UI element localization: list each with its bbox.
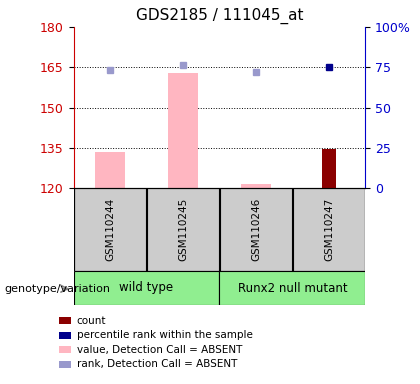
Bar — [220, 271, 365, 305]
Bar — [322, 149, 336, 188]
Text: rank, Detection Call = ABSENT: rank, Detection Call = ABSENT — [77, 359, 237, 369]
Bar — [220, 188, 292, 271]
Bar — [241, 184, 270, 188]
Text: count: count — [77, 316, 106, 326]
Bar — [74, 271, 220, 305]
Bar — [74, 188, 146, 271]
Text: genotype/variation: genotype/variation — [4, 284, 110, 294]
Text: wild type: wild type — [119, 281, 173, 295]
Text: GSM110247: GSM110247 — [324, 198, 334, 261]
Bar — [147, 188, 219, 271]
Bar — [293, 188, 365, 271]
Text: GSM110244: GSM110244 — [105, 198, 115, 261]
Text: value, Detection Call = ABSENT: value, Detection Call = ABSENT — [77, 345, 242, 355]
Text: Runx2 null mutant: Runx2 null mutant — [238, 281, 347, 295]
Text: GSM110246: GSM110246 — [251, 198, 261, 261]
Text: percentile rank within the sample: percentile rank within the sample — [77, 330, 253, 340]
Bar — [95, 152, 125, 188]
Bar — [168, 73, 197, 188]
Text: GSM110245: GSM110245 — [178, 198, 188, 261]
Title: GDS2185 / 111045_at: GDS2185 / 111045_at — [136, 8, 303, 24]
